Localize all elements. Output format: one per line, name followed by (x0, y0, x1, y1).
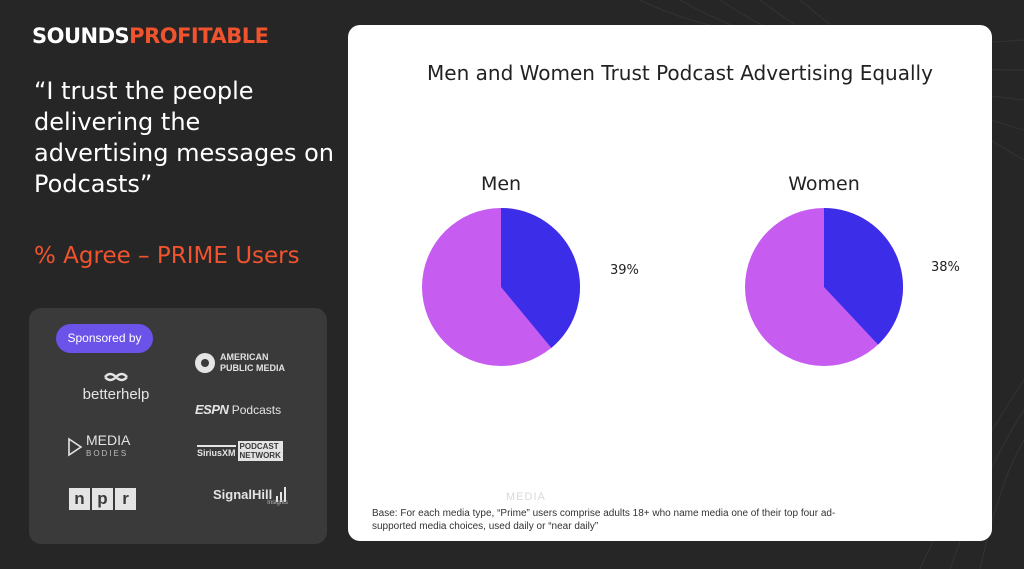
npr-logo: n p r (69, 488, 136, 510)
chart-card: Men and Women Trust Podcast Advertising … (348, 25, 992, 541)
npr-letter-r: r (115, 488, 136, 510)
signal-hill-sub: Insights (267, 500, 288, 506)
footnote: Base: For each media type, “Prime” users… (372, 508, 836, 532)
espn-podcasts-logo: ESPN Podcasts (195, 402, 281, 417)
sponsored-by-badge: Sponsored by (56, 324, 153, 353)
subtitle: % Agree – PRIME Users (34, 243, 300, 269)
signal-bars-icon (275, 487, 286, 502)
data-label-men: 39% (610, 263, 639, 278)
siriusxm-podcast-network-logo: SiriusXM PODCAST NETWORK (197, 441, 283, 461)
sponsor-card: Sponsored by betterhelp AMERICAN PUBLIC … (29, 308, 327, 544)
npr-letter-p: p (92, 488, 113, 510)
pie-slice-women-agree (824, 208, 903, 345)
npr-letter-n: n (69, 488, 90, 510)
media-line1: MEDIA (86, 432, 131, 448)
pie-slice-men-agree (501, 208, 580, 348)
brand-logo: SOUNDSPROFITABLE (32, 24, 269, 48)
betterhelp-text: betterhelp (82, 386, 150, 403)
play-icon (68, 437, 83, 457)
brand-logo-part2: PROFITABLE (129, 24, 269, 48)
media-bodies-logo: MEDIA BODIES (67, 432, 131, 460)
espn-text: Podcasts (231, 403, 282, 417)
brand-logo-part1: SOUNDS (32, 24, 130, 48)
pie-label-men: Men (481, 173, 521, 195)
apm-line1: AMERICAN (220, 352, 269, 362)
american-public-media-logo: AMERICAN PUBLIC MEDIA (195, 352, 285, 374)
sirius-podcast-text: PODCAST (239, 442, 279, 451)
media-line2: BODIES (86, 449, 129, 458)
pie-label-women: Women (788, 173, 860, 195)
pie-charts: Men 39% Women 38% (422, 173, 960, 366)
espn-mark: ESPN (195, 402, 229, 417)
quote-text: “I trust the people delivering the adver… (34, 77, 334, 198)
signal-hill-text: SignalHill (213, 487, 273, 502)
chart-title: Men and Women Trust Podcast Advertising … (427, 61, 933, 85)
apm-icon (195, 353, 215, 373)
data-label-women: 38% (931, 260, 960, 275)
siriusxm-text: SiriusXM (197, 444, 236, 458)
betterhelp-icon (104, 372, 128, 382)
betterhelp-logo: betterhelp (61, 370, 171, 403)
media-watermark: MEDIA (506, 491, 546, 503)
signal-hill-logo: SignalHill Insights (213, 486, 288, 506)
apm-line2: PUBLIC MEDIA (220, 363, 285, 373)
sirius-network-text: NETWORK (239, 451, 281, 460)
